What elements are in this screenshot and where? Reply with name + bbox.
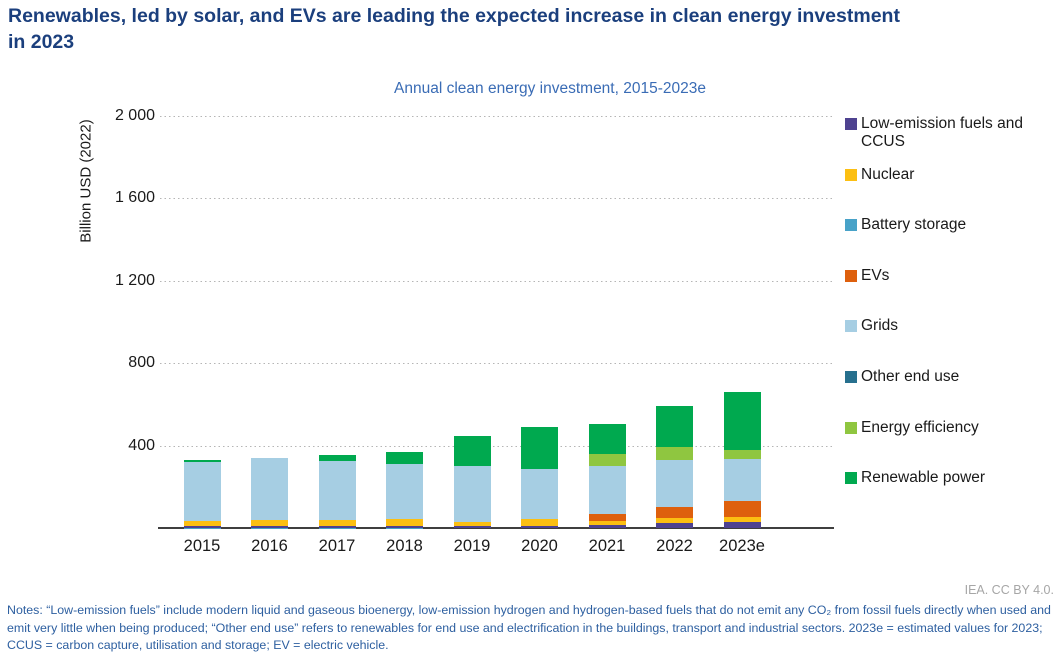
bar-2017-low-emission-fuels-and-ccus: [318, 526, 356, 528]
legend-item-nuclear: Nuclear: [845, 166, 914, 184]
bar-2020-low-emission-fuels-and-ccus: [521, 526, 558, 528]
x-tick-2019: 2019: [453, 537, 491, 555]
legend-swatch-icon: [845, 269, 857, 282]
x-tick-2016: 2016: [251, 537, 288, 555]
y-tick-2000: 2 000: [114, 107, 155, 124]
bar-2021-nuclear: [588, 521, 626, 528]
x-tick-2015: 2015: [183, 537, 221, 555]
x-tick-2017: 2017: [318, 537, 356, 555]
notes-text: Notes: “Low-emission fuels” include mode…: [7, 603, 1051, 652]
bar-2015-nuclear: [183, 521, 221, 528]
x-axis-line: [158, 527, 834, 529]
bar-2019-low-emission-fuels-and-ccus: [453, 525, 491, 528]
legend-swatch-icon: [845, 219, 857, 232]
bar-2016-grids: [251, 457, 288, 528]
y-axis-title: Billion USD (2022): [77, 119, 95, 243]
bar-2022-nuclear: [656, 517, 693, 528]
bar-2022-low-emission-fuels-and-ccus: [656, 523, 693, 528]
legend-swatch-icon: [845, 371, 857, 383]
attribution-text: IEA. CC BY 4.0.: [964, 583, 1054, 597]
legend-swatch-icon: [845, 320, 857, 333]
legend-item-energy-efficiency: Energy efficiency: [845, 419, 979, 437]
gridline-400: [160, 445, 832, 447]
legend-label: Battery storage: [861, 216, 967, 234]
bar-2019-grids: [453, 466, 491, 528]
gridline-2000: [160, 116, 832, 117]
x-tick-2020: 2020: [521, 537, 558, 555]
chart-title: Annual clean energy investment, 2015-202…: [394, 80, 706, 97]
legend-label: EVs: [861, 266, 890, 284]
page-title: Renewables, led by solar, and EVs are le…: [8, 5, 900, 53]
legend-item-other-end-use: Other end use: [845, 368, 959, 386]
bar-2023e-low-emission-fuels-and-ccus: [723, 521, 761, 528]
y-tick-800: 800: [128, 354, 155, 372]
legend-item-evs: EVs: [845, 267, 889, 285]
y-tick-400: 400: [128, 436, 155, 454]
bar-2016-nuclear: [251, 520, 288, 528]
gridline-800: [160, 363, 832, 365]
legend-label: Nuclear: [861, 165, 915, 183]
bar-2021-low-emission-fuels-and-ccus: [588, 524, 626, 528]
bar-2018-low-emission-fuels-and-ccus: [386, 526, 423, 528]
legend-swatch-icon: [845, 421, 857, 434]
gridline-1600: [160, 198, 832, 200]
bar-2020-nuclear: [521, 519, 558, 528]
legend-label: Renewable power: [861, 469, 986, 487]
bar-2017-grids: [318, 460, 356, 528]
legend-item-grids: Grids: [845, 317, 898, 335]
y-tick-1600: 1 600: [114, 189, 155, 207]
legend-label: Other end use: [861, 368, 960, 385]
x-tick-2023e: 2023e: [719, 537, 765, 555]
bar-2018-nuclear: [386, 518, 423, 528]
legend-item-battery-storage: Battery storage: [845, 216, 966, 234]
legend-label: Energy efficiency: [861, 418, 979, 436]
legend-item-renewable-power: Renewable power: [845, 469, 985, 487]
legend-label: Grids: [861, 317, 899, 335]
plot-area: [158, 110, 834, 529]
bar-2015-low-emission-fuels-and-ccus: [183, 526, 221, 528]
legend-item-low-emission-fuels-and-ccus: Low-emission fuels and CCUS: [845, 115, 1060, 152]
bar-2017-nuclear: [318, 519, 356, 528]
legend-label: Low-emission fuels and CCUS: [861, 115, 1023, 151]
x-tick-2022: 2022: [656, 537, 693, 555]
x-tick-2021: 2021: [588, 537, 626, 555]
legend-swatch-icon: [845, 118, 857, 130]
bar-2015-grids: [183, 462, 221, 528]
bar-2016-low-emission-fuels-and-ccus: [251, 526, 288, 528]
bar-2018-grids: [386, 463, 423, 528]
bar-2019-nuclear: [453, 521, 491, 528]
legend-swatch-icon: [845, 168, 857, 181]
x-tick-2018: 2018: [386, 537, 423, 555]
legend-swatch-icon: [845, 472, 857, 485]
gridline-1200: [160, 280, 832, 282]
bar-2020-grids: [521, 469, 558, 528]
y-tick-1200: 1 200: [114, 271, 155, 289]
